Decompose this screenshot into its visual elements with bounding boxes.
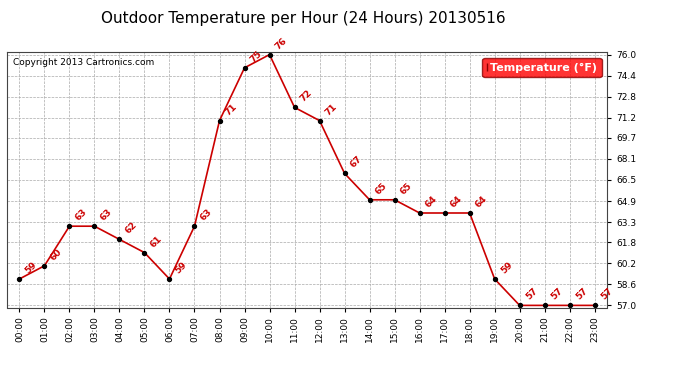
Point [114,236,125,242]
Text: 76: 76 [274,36,289,51]
Point [339,170,350,176]
Text: 57: 57 [574,286,589,302]
Text: 64: 64 [424,194,439,210]
Text: 72: 72 [299,88,314,104]
Point [564,302,575,308]
Point [489,276,500,282]
Point [164,276,175,282]
Point [39,263,50,269]
Point [264,52,275,58]
Point [64,223,75,229]
Text: 64: 64 [448,194,464,210]
Point [289,104,300,110]
Point [14,276,25,282]
Text: 65: 65 [374,181,389,196]
Text: 65: 65 [399,181,414,196]
Point [314,118,325,124]
Text: 57: 57 [599,286,614,302]
Text: Outdoor Temperature per Hour (24 Hours) 20130516: Outdoor Temperature per Hour (24 Hours) … [101,11,506,26]
Text: Copyright 2013 Cartronics.com: Copyright 2013 Cartronics.com [13,58,154,67]
Text: 75: 75 [248,49,264,64]
Text: 57: 57 [524,286,539,302]
Text: 62: 62 [124,220,139,236]
Text: 71: 71 [324,102,339,117]
Text: 57: 57 [549,286,564,302]
Text: 59: 59 [499,260,514,275]
Point [364,197,375,203]
Point [139,250,150,256]
Text: 61: 61 [148,234,164,249]
Text: 63: 63 [199,207,214,223]
Text: 63: 63 [99,207,114,223]
Text: 59: 59 [23,260,39,275]
Point [439,210,450,216]
Text: 59: 59 [174,260,189,275]
Text: 71: 71 [224,102,239,117]
Point [389,197,400,203]
Point [464,210,475,216]
Point [89,223,100,229]
Point [189,223,200,229]
Text: 64: 64 [474,194,489,210]
Point [589,302,600,308]
Legend: Temperature (°F): Temperature (°F) [482,58,602,77]
Point [539,302,550,308]
Point [214,118,225,124]
Point [239,65,250,71]
Text: 60: 60 [48,247,63,262]
Text: 63: 63 [74,207,89,223]
Point [514,302,525,308]
Point [414,210,425,216]
Text: 67: 67 [348,154,364,170]
